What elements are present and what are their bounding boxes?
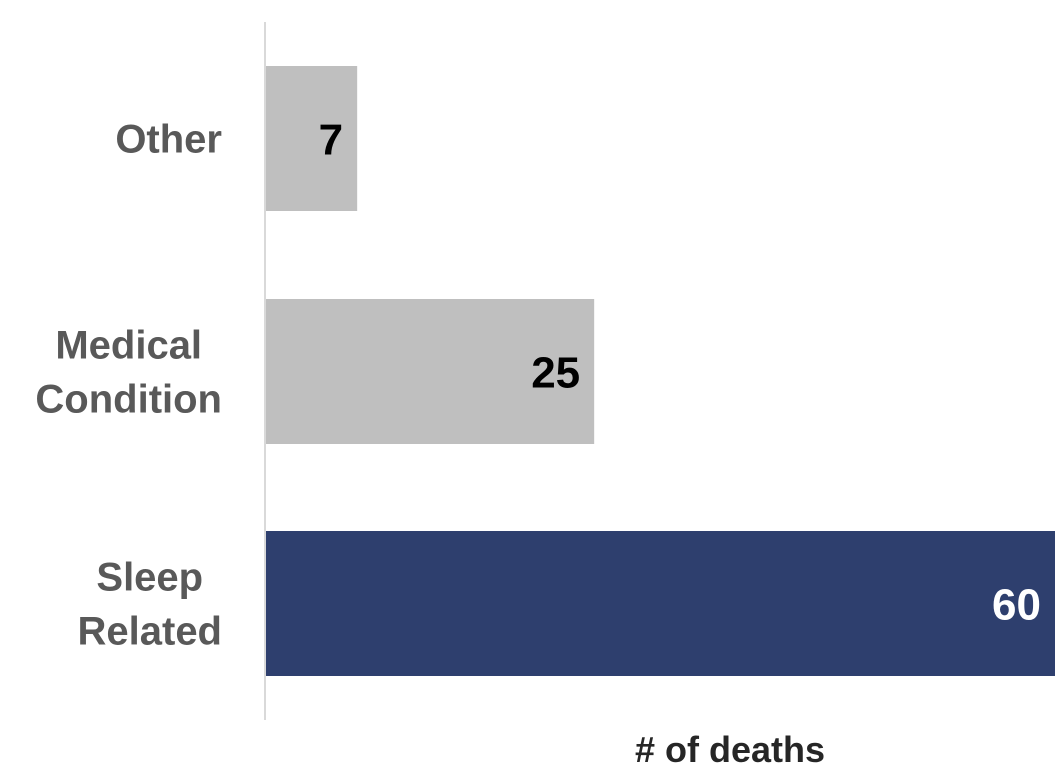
data-label-0: 7 <box>319 116 343 165</box>
category-label-2: Sleep Related <box>78 556 223 654</box>
category-label-line: Related <box>78 610 223 654</box>
category-label-0: Other <box>115 118 222 162</box>
bar-0 <box>265 66 358 211</box>
labels-layer: 7 Other 25 Medical Condition 60 Sleep Related <box>35 116 1041 654</box>
category-label-line: Other <box>115 118 222 162</box>
bar-2 <box>265 531 1055 676</box>
x-axis-title: # of deaths <box>635 729 825 765</box>
bars-layer <box>265 66 1055 676</box>
category-label-line: Medical <box>55 324 202 368</box>
category-label-line: Condition <box>35 378 222 422</box>
category-label-1: Medical Condition <box>35 324 222 422</box>
data-label-2: 60 <box>992 581 1041 630</box>
bar-1 <box>265 299 595 444</box>
data-label-1: 25 <box>531 349 580 398</box>
category-label-line: Sleep <box>96 556 203 600</box>
